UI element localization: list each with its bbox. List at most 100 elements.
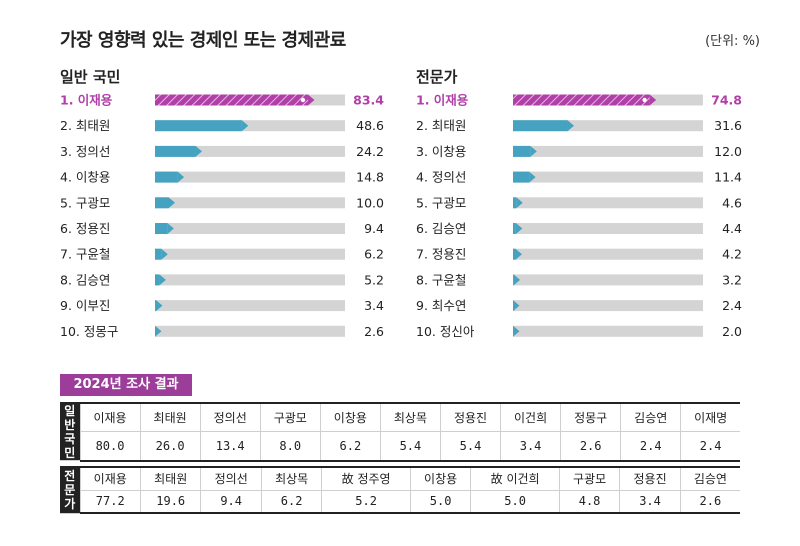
bar-body [155,248,162,260]
survey-name-cell: 김승연 [620,402,681,433]
survey-value-cell: 3.4 [500,431,561,462]
survey-value-cell: 77.2 [79,490,141,514]
bar-category-label: 7. 구윤철 [60,247,110,262]
bar-tip [516,197,523,209]
survey-name-cell: 이창용 [319,402,381,433]
survey-value-cell: 80.0 [79,431,141,462]
survey-name-cell: 정몽구 [560,402,621,433]
bar-track [513,325,703,337]
survey-name-cell: 최상목 [379,402,441,433]
bar [513,145,537,157]
bar-category-label: 10. 정몽구 [60,324,118,339]
bar-value-label: 5.2 [364,272,384,287]
bar-category-label: 3. 이창용 [416,144,466,159]
bar [513,300,520,312]
bar-track [155,197,345,209]
bar-tip [513,300,520,312]
survey-value-cell: 8.0 [259,431,321,462]
bar-category-label: 2. 최태원 [60,118,110,133]
survey-value-cell: 2.6 [679,490,740,514]
bar-body [155,223,168,234]
bar [513,223,523,234]
bar-body [513,120,568,132]
bar-body [513,145,531,157]
bar-category-label: 4. 정의선 [416,170,466,185]
survey-value-cell: 2.4 [620,431,681,462]
survey-value-cell: 5.0 [470,490,560,514]
bar-body [155,171,178,183]
bar-body [513,94,650,106]
bar-body [513,274,514,286]
bar-body [155,197,169,209]
bar-value-label: 74.8 [711,93,742,108]
bar [155,325,162,337]
survey-badge: 2024년 조사 결과 [60,374,192,396]
bar-track [513,171,703,183]
bar-value-label: 4.2 [722,247,742,262]
bar-value-label: 24.2 [356,144,384,159]
survey-name-cell: 故 정주영 [321,466,411,491]
bar [155,223,174,234]
survey-value-cell: 3.4 [619,490,681,514]
bar-value-label: 11.4 [714,170,742,185]
bar-tip [241,120,249,132]
survey-value-cell: 13.4 [199,431,261,462]
bar-track [155,223,345,234]
bar [513,171,536,183]
survey-value-cell: 6.2 [319,431,381,462]
survey-name-cell: 최태원 [139,466,201,491]
bar-category-label: 6. 정용진 [60,221,110,236]
bar-body [513,171,530,183]
bar-value-label: 10.0 [356,195,384,210]
bar [155,120,249,132]
bar-track [155,145,345,157]
bar-value-label: 3.2 [722,272,742,287]
bar-track [155,300,345,312]
bar-track [513,145,703,157]
survey-name-cell: 정용진 [619,466,681,491]
survey-name-cell: 이건희 [500,402,561,433]
bar-marker [300,97,306,103]
survey-name-cell: 최태원 [139,402,201,433]
bar-tip [515,223,523,234]
bar [513,274,521,286]
bar-track [513,248,703,260]
bar-track [513,120,703,132]
survey-name-cell: 故 이건희 [470,466,560,491]
bar-tip [515,248,522,260]
survey-name-cell: 이재용 [79,402,141,433]
bar-category-label: 5. 구광모 [416,195,466,210]
bar-value-label: 14.8 [356,170,384,185]
bar-body [155,120,242,132]
bar-tip [195,145,202,157]
bar-track [155,120,345,132]
bar-body [513,223,516,234]
bar-tip [167,223,174,234]
survey-value-cell: 6.2 [260,490,322,514]
survey-value-cell: 5.4 [439,431,501,462]
bar-value-label: 9.4 [364,221,384,236]
unit-label: (단위: %) [705,34,760,49]
bar-body [155,145,196,157]
bar-body [155,300,156,312]
bar-charts: 1. 이재용 83.4 2. 최태원 48.6 3. 정의선 24.2 4. 이창용 14.8… [60,93,742,339]
bar-track [155,325,345,337]
bar-track [513,197,703,209]
survey-value-cell: 9.4 [200,490,262,514]
bar-category-label: 3. 정의선 [60,144,110,159]
survey-name-cell: 구광모 [558,466,620,491]
bar [513,94,657,106]
bar-value-label: 83.4 [353,93,384,108]
bar-marker [642,97,647,103]
bar-category-label: 9. 이부진 [60,298,110,313]
bar [513,325,520,337]
bar [155,300,163,312]
bar [155,197,175,209]
bar-category-label: 5. 구광모 [60,195,110,210]
survey-value-cell: 4.8 [558,490,620,514]
bar-tip [155,300,163,312]
survey-name-cell: 이재명 [680,402,740,433]
bar [155,94,315,106]
survey-name-cell: 정의선 [200,466,262,491]
